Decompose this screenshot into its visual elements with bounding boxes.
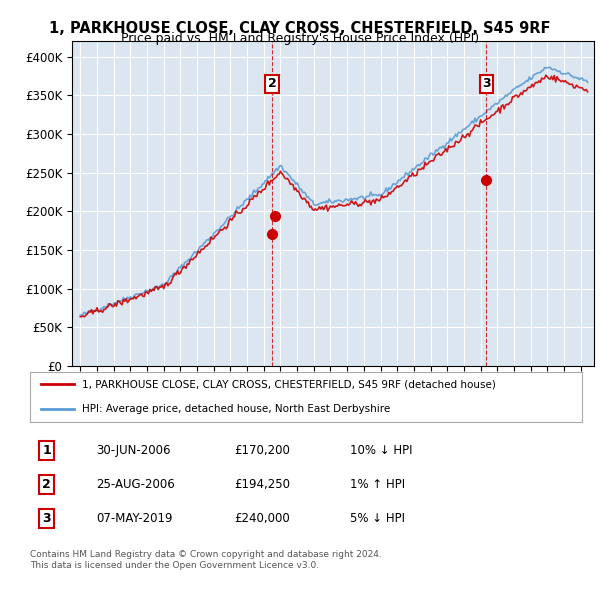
Text: Contains HM Land Registry data © Crown copyright and database right 2024.: Contains HM Land Registry data © Crown c… [30, 550, 382, 559]
Text: 5% ↓ HPI: 5% ↓ HPI [350, 512, 405, 525]
Text: 1, PARKHOUSE CLOSE, CLAY CROSS, CHESTERFIELD, S45 9RF: 1, PARKHOUSE CLOSE, CLAY CROSS, CHESTERF… [49, 21, 551, 35]
Text: £170,200: £170,200 [234, 444, 290, 457]
Text: 07-MAY-2019: 07-MAY-2019 [96, 512, 173, 525]
Text: 3: 3 [482, 77, 491, 90]
Text: 2: 2 [42, 478, 51, 491]
Text: 1: 1 [42, 444, 51, 457]
Text: 10% ↓ HPI: 10% ↓ HPI [350, 444, 413, 457]
Text: 1% ↑ HPI: 1% ↑ HPI [350, 478, 405, 491]
Text: 30-JUN-2006: 30-JUN-2006 [96, 444, 171, 457]
Text: 1, PARKHOUSE CLOSE, CLAY CROSS, CHESTERFIELD, S45 9RF (detached house): 1, PARKHOUSE CLOSE, CLAY CROSS, CHESTERF… [82, 379, 496, 389]
Text: 2: 2 [268, 77, 277, 90]
Text: £194,250: £194,250 [234, 478, 290, 491]
Text: Price paid vs. HM Land Registry's House Price Index (HPI): Price paid vs. HM Land Registry's House … [121, 32, 479, 45]
Text: This data is licensed under the Open Government Licence v3.0.: This data is licensed under the Open Gov… [30, 560, 319, 569]
Text: HPI: Average price, detached house, North East Derbyshire: HPI: Average price, detached house, Nort… [82, 404, 391, 414]
Text: 3: 3 [42, 512, 51, 525]
Text: £240,000: £240,000 [234, 512, 290, 525]
Text: 25-AUG-2006: 25-AUG-2006 [96, 478, 175, 491]
